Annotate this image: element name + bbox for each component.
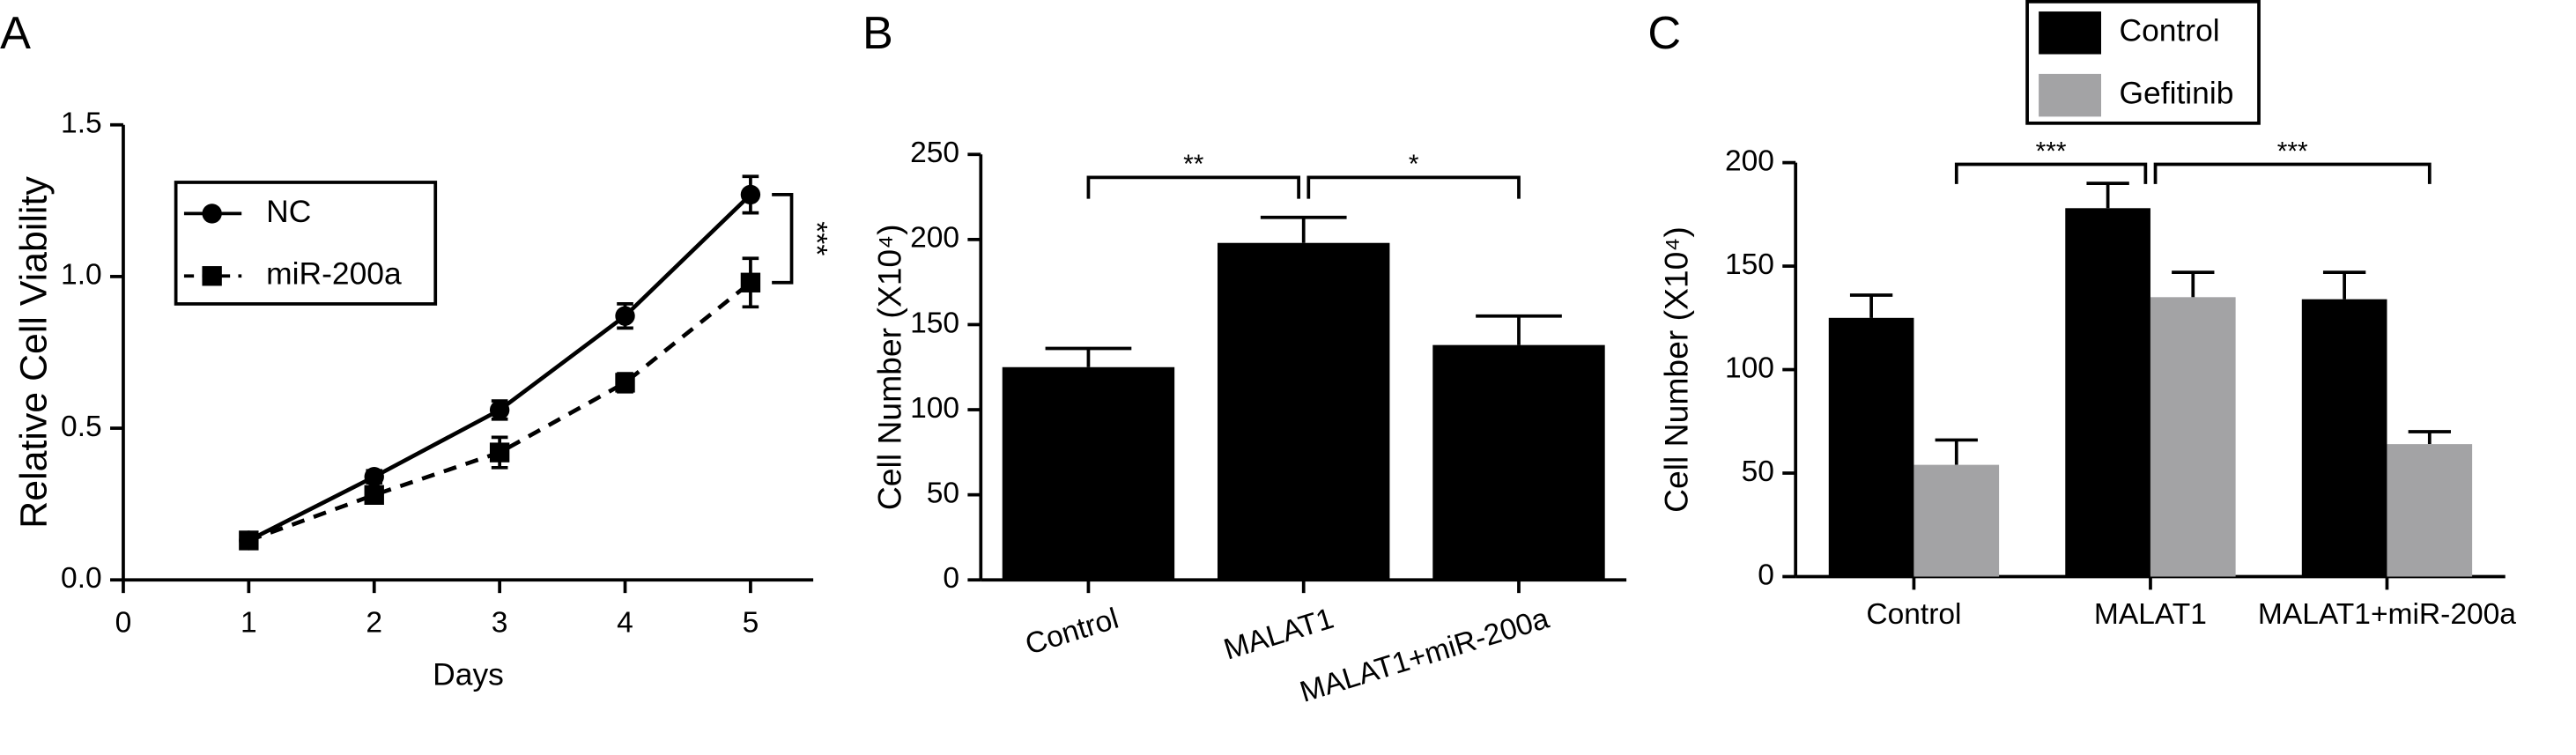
- data-point: [364, 485, 384, 505]
- y-tick-label: 100: [910, 392, 959, 425]
- data-point: [489, 400, 510, 420]
- y-tick-label: 250: [910, 137, 959, 169]
- y-tick-label: 0.5: [61, 411, 102, 443]
- y-tick-label: 150: [1725, 248, 1774, 281]
- data-point: [615, 306, 635, 326]
- bar: [1432, 344, 1605, 581]
- significance-bracket: [1954, 162, 2148, 184]
- error-bar: [1045, 346, 1132, 367]
- x-tick-label: MALAT1: [1220, 603, 1337, 667]
- bar: [2065, 208, 2150, 577]
- y-tick-label: 1.0: [61, 259, 102, 292]
- x-tick-label: 4: [617, 606, 633, 639]
- data-point: [364, 466, 384, 487]
- legend-marker: [202, 204, 222, 224]
- y-axis-label: Cell Number (X10⁴): [870, 224, 907, 510]
- panel-label: B: [862, 8, 893, 59]
- significance-bracket: [1086, 175, 1300, 199]
- bar: [2387, 444, 2473, 577]
- bar: [2301, 299, 2387, 577]
- y-tick-label: 50: [1742, 455, 1774, 488]
- significance-bracket: [1307, 175, 1521, 199]
- x-tick-label: 2: [366, 606, 382, 639]
- bar: [2150, 297, 2236, 577]
- data-point: [489, 442, 510, 463]
- x-tick-label: 0: [115, 606, 132, 639]
- y-tick-label: 0: [943, 562, 959, 595]
- error-bar: [2408, 430, 2451, 445]
- x-tick-label: MALAT1: [2094, 598, 2207, 631]
- error-bar: [1849, 293, 1893, 318]
- significance-bracket: [772, 193, 794, 285]
- significance-label: *: [1409, 150, 1419, 179]
- y-tick-label: 0.0: [61, 562, 102, 595]
- error-bar: [1935, 438, 1978, 465]
- x-tick-label: MALAT1+miR-200a: [1296, 603, 1552, 709]
- panel-label: A: [0, 8, 31, 59]
- significance-label: ***: [2036, 137, 2067, 166]
- y-tick-label: 0: [1758, 559, 1774, 591]
- significance-label: ***: [2277, 137, 2308, 166]
- significance-bracket: [2153, 162, 2432, 184]
- y-tick-label: 100: [1725, 352, 1774, 384]
- x-tick-label: Control: [1022, 603, 1122, 662]
- bar: [1218, 242, 1390, 581]
- x-tick-label: 1: [241, 606, 257, 639]
- y-axis-label: Cell Number (X10⁴): [1658, 226, 1695, 513]
- significance-label: ***: [800, 221, 833, 255]
- legend-swatch: [2039, 73, 2102, 117]
- x-tick-label: MALAT1+miR-200a: [2258, 598, 2516, 631]
- data-point: [615, 373, 635, 393]
- x-tick-label: 3: [492, 606, 508, 639]
- data-point: [239, 530, 259, 551]
- series-line: [248, 193, 752, 543]
- bar: [1828, 317, 1914, 577]
- legend-swatch: [2039, 11, 2102, 55]
- y-tick-label: 150: [910, 307, 959, 339]
- y-tick-label: 1.5: [61, 107, 102, 140]
- bar: [1002, 366, 1175, 581]
- y-tick-label: 200: [1725, 144, 1774, 177]
- significance-label: **: [1183, 150, 1204, 179]
- legend-label: Control: [2120, 13, 2220, 48]
- legend-marker: [202, 266, 222, 286]
- x-axis-label: Days: [433, 657, 504, 692]
- error-bar: [2086, 181, 2129, 209]
- error-bar: [2172, 270, 2215, 298]
- y-tick-label: 50: [927, 477, 959, 509]
- legend-label: NC: [266, 194, 311, 229]
- y-tick-label: 200: [910, 222, 959, 255]
- data-point: [740, 184, 761, 205]
- error-bar: [1476, 314, 1562, 345]
- error-bar: [2322, 270, 2366, 300]
- legend-label: Gefitinib: [2120, 76, 2234, 111]
- data-point: [740, 272, 761, 292]
- x-tick-label: Control: [1866, 598, 1961, 631]
- x-tick-label: 5: [743, 606, 759, 639]
- legend-box: [2025, 0, 2261, 125]
- y-axis-label: Relative Cell Viability: [12, 176, 55, 529]
- legend-label: miR-200a: [266, 256, 402, 292]
- legend-box: [174, 181, 438, 306]
- panel-label: C: [1647, 8, 1681, 59]
- bar: [1913, 464, 2000, 577]
- error-bar: [1260, 215, 1347, 243]
